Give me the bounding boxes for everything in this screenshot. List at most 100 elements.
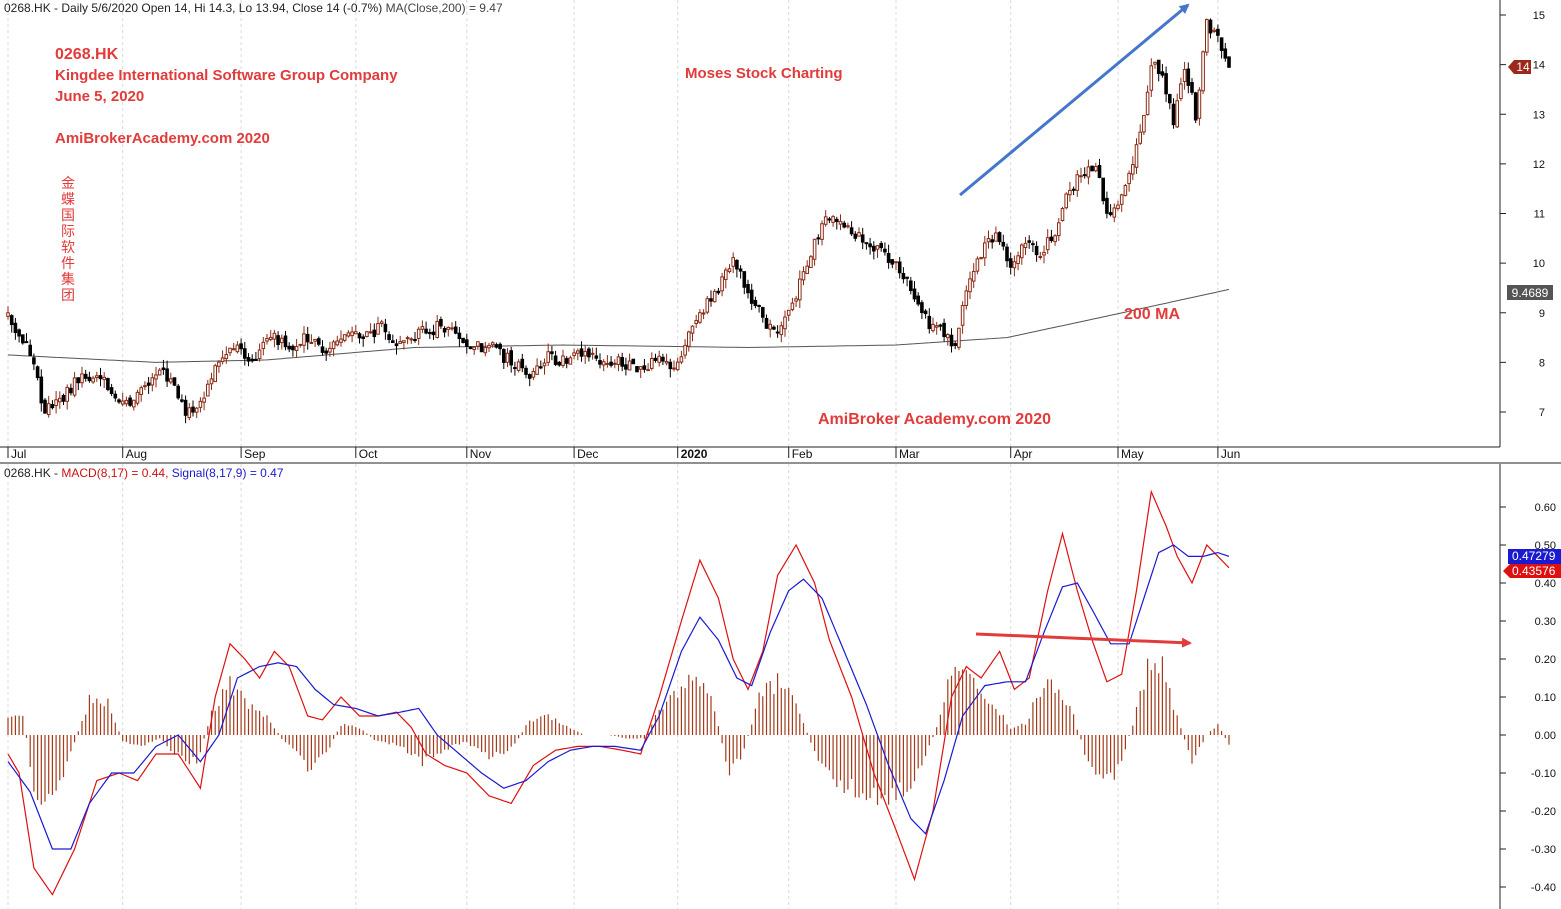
x-tick-label: Feb: [792, 447, 813, 461]
candle-body: [864, 242, 869, 245]
candle-body: [564, 358, 569, 364]
candle-body: [794, 298, 798, 302]
candle-body: [54, 399, 58, 407]
candle-body: [324, 350, 328, 354]
x-tick-label: Jun: [1221, 447, 1240, 461]
candle-body: [1179, 83, 1183, 100]
candle-body: [742, 271, 747, 288]
candle-body: [1116, 204, 1120, 209]
chinese-name-label: 金蝶国际软件集团: [61, 175, 75, 303]
candle-body: [775, 331, 780, 334]
signal-badge-shape: [1508, 549, 1561, 564]
candle-body: [716, 290, 721, 294]
candle-body: [853, 233, 858, 239]
candle-body: [50, 404, 55, 409]
candle-body: [772, 326, 776, 330]
candle-body: [738, 268, 743, 272]
candle-body: [1094, 166, 1098, 172]
candle-body: [72, 377, 77, 396]
candle-body: [542, 362, 547, 367]
candle-body: [1149, 65, 1154, 91]
candle-body: [875, 245, 880, 250]
candle-body: [213, 365, 217, 383]
candle-body: [217, 361, 221, 367]
candle-body: [746, 284, 750, 294]
candle-body: [812, 238, 817, 260]
candle-body: [294, 346, 299, 351]
candle-body: [868, 243, 872, 248]
candle-body: [1005, 246, 1009, 262]
candle-body: [446, 326, 451, 330]
candle-body: [735, 259, 739, 270]
candle-body: [994, 232, 998, 242]
x-tick-label: Sep: [244, 447, 266, 461]
candle-body: [550, 351, 554, 355]
candle-body: [675, 361, 680, 371]
macd-lines-layer: [7, 489, 1230, 896]
candle-body: [1079, 175, 1083, 178]
candle-body: [117, 399, 121, 403]
candle-body: [831, 216, 835, 223]
candle-body: [816, 237, 821, 240]
candle-body: [1020, 244, 1024, 259]
candle-body: [298, 343, 303, 346]
candle-body: [694, 320, 699, 325]
candle-body: [1108, 212, 1113, 216]
candle-body: [391, 340, 395, 344]
candle-body: [1027, 240, 1032, 243]
candle-body: [757, 304, 761, 307]
candle-body: [498, 343, 502, 350]
candle-body: [331, 341, 336, 350]
candle-body: [487, 344, 491, 349]
candle-body: [313, 338, 317, 342]
candle-body: [357, 333, 362, 339]
ma-200-line: [7, 288, 1230, 363]
candle-body: [1105, 197, 1109, 214]
candle-body: [180, 399, 184, 402]
macd-badge: 0.43576: [1503, 564, 1561, 578]
candle-body: [527, 374, 532, 379]
candle-body: [964, 290, 969, 306]
candle-body: [191, 406, 195, 413]
x-tick-label: May: [1121, 447, 1144, 461]
ma-badge-shape: [1507, 285, 1553, 300]
candle-body: [202, 397, 206, 403]
site-label: AmiBrokerAcademy.com 2020: [55, 130, 270, 147]
candle-body: [387, 334, 391, 340]
price-y-tick-label: 11: [1534, 209, 1545, 221]
candle-body: [479, 343, 484, 353]
macd-y-tick-label: 0.20: [1535, 654, 1556, 666]
candle-body: [146, 382, 151, 386]
candle-body: [786, 309, 791, 316]
candle-body: [901, 273, 906, 280]
candle-body: [231, 348, 236, 351]
candle-body: [949, 334, 954, 347]
candle-body: [24, 341, 29, 344]
candle-body: [1045, 237, 1050, 251]
candle-body: [394, 343, 399, 347]
candle-body: [997, 232, 1002, 243]
candle-body: [683, 344, 687, 356]
candle-body: [1182, 69, 1187, 83]
candle-body: [1112, 207, 1117, 218]
ticker-label: 0268.HK: [55, 46, 119, 63]
candle-body: [442, 327, 447, 333]
candle-body: [339, 338, 343, 343]
candle-body: [1190, 82, 1194, 93]
candle-body: [798, 278, 802, 301]
candle-body: [161, 367, 166, 371]
candle-body: [453, 326, 458, 334]
candle-body: [768, 323, 773, 330]
candle-body: [157, 369, 162, 376]
x-tick-label: Mar: [899, 447, 920, 461]
candle-body: [1171, 103, 1176, 126]
candle-body: [139, 387, 143, 395]
candle-body: [416, 328, 421, 339]
candle-body: [835, 218, 839, 223]
macd-y-tick-label: 0.60: [1535, 502, 1556, 514]
candle-body: [431, 331, 436, 336]
candle-body: [890, 259, 895, 265]
candle-body: [801, 271, 806, 281]
price-pane: [0, 0, 1500, 447]
